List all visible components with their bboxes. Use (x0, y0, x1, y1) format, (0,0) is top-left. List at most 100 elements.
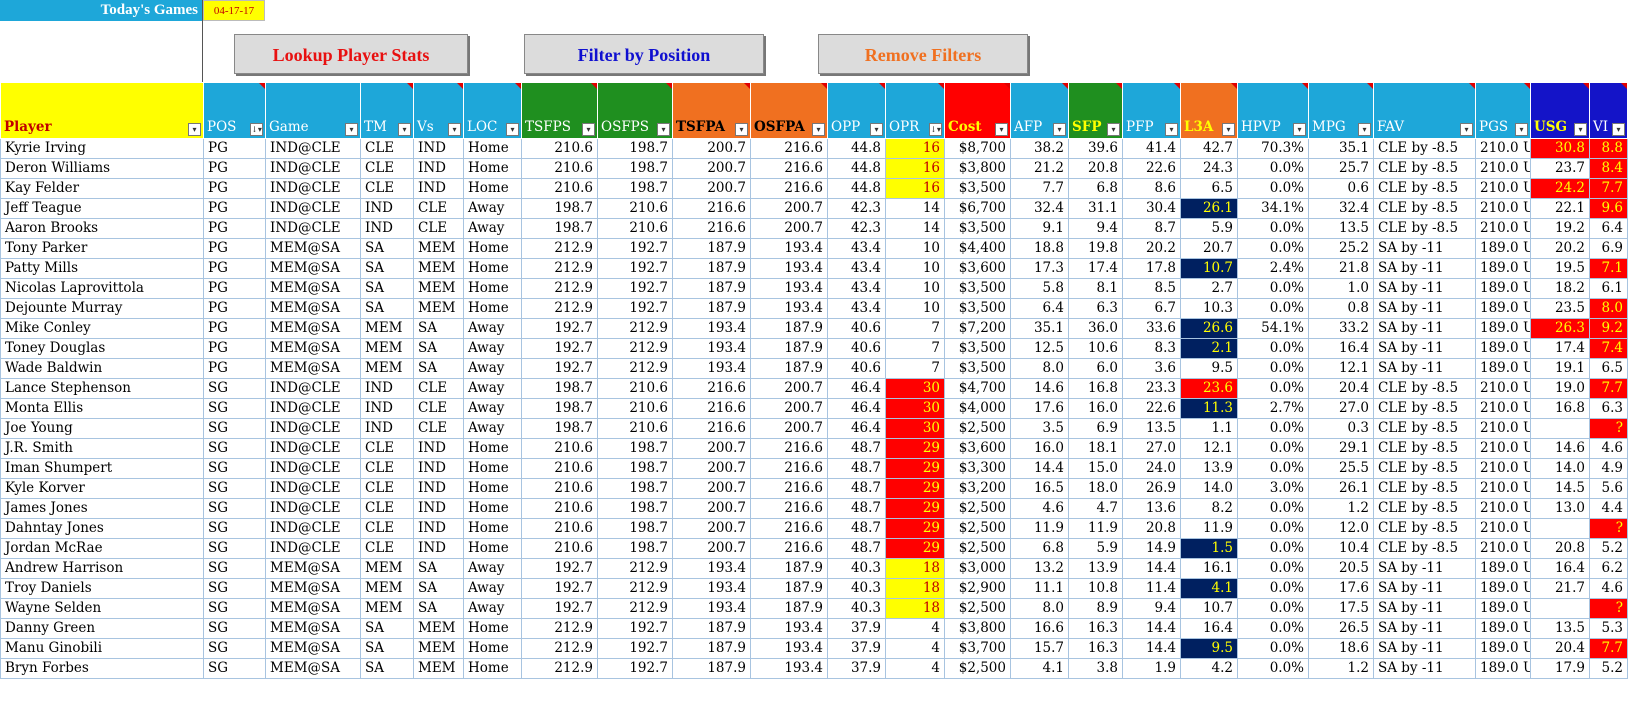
cell-fav[interactable]: CLE by -8.5 (1373, 158, 1476, 179)
cell-loc[interactable]: Away (463, 598, 522, 619)
cell-fav[interactable]: CLE by -8.5 (1373, 438, 1476, 459)
cell-vs[interactable]: SA (413, 318, 464, 339)
cell-hpvp[interactable]: 0.0% (1237, 558, 1309, 579)
cell-opp[interactable]: 46.4 (827, 398, 886, 419)
cell-game[interactable]: IND@CLE (265, 478, 361, 499)
cell-tm[interactable]: IND (360, 418, 414, 439)
cell-tm[interactable]: MEM (360, 318, 414, 339)
cell-opr[interactable]: 7 (885, 358, 945, 379)
cell-player[interactable]: James Jones (0, 498, 204, 519)
cell-osfpa[interactable]: 187.9 (750, 598, 828, 619)
cell-afp[interactable]: 6.4 (1010, 298, 1069, 319)
cell-opr[interactable]: 29 (885, 498, 945, 519)
cell-loc[interactable]: Home (463, 458, 522, 479)
cell-usg[interactable]: 14.5 (1530, 478, 1590, 499)
cell-mpg[interactable]: 27.0 (1308, 398, 1374, 419)
cell-l3a[interactable]: 9.5 (1180, 638, 1238, 659)
cell-sfp[interactable]: 16.0 (1068, 398, 1123, 419)
cell-vi[interactable]: 5.6 (1589, 478, 1628, 499)
cell-vs[interactable]: SA (413, 598, 464, 619)
cell-game[interactable]: MEM@SA (265, 558, 361, 579)
cell-loc[interactable]: Home (463, 638, 522, 659)
cell-tm[interactable]: SA (360, 258, 414, 279)
cell-tm[interactable]: CLE (360, 498, 414, 519)
cell-fav[interactable]: SA by -11 (1373, 658, 1476, 679)
cell-afp[interactable]: 8.0 (1010, 598, 1069, 619)
cell-hpvp[interactable]: 0.0% (1237, 178, 1309, 199)
cell-fav[interactable]: CLE by -8.5 (1373, 198, 1476, 219)
cell-l3a[interactable]: 24.3 (1180, 158, 1238, 179)
cell-vi[interactable]: 9.6 (1589, 198, 1628, 219)
cell-tsfpa[interactable]: 200.7 (672, 478, 751, 499)
cell-cost[interactable]: $3,500 (944, 298, 1011, 319)
cell-game[interactable]: IND@CLE (265, 438, 361, 459)
cell-tsfps[interactable]: 198.7 (521, 398, 598, 419)
cell-pfp[interactable]: 14.9 (1122, 538, 1181, 559)
cell-l3a[interactable]: 16.4 (1180, 618, 1238, 639)
cell-loc[interactable]: Home (463, 438, 522, 459)
cell-tsfpa[interactable]: 187.9 (672, 238, 751, 259)
cell-mpg[interactable]: 26.1 (1308, 478, 1374, 499)
cell-opr[interactable]: 16 (885, 138, 945, 159)
cell-sfp[interactable]: 8.9 (1068, 598, 1123, 619)
cell-osfpa[interactable]: 200.7 (750, 198, 828, 219)
cell-afp[interactable]: 7.7 (1010, 178, 1069, 199)
cell-player[interactable]: Nicolas Laprovittola (0, 278, 204, 299)
cell-l3a[interactable]: 26.6 (1180, 318, 1238, 339)
cell-vi[interactable]: 7.7 (1589, 178, 1628, 199)
column-header-opp[interactable]: OPP ▾ (827, 82, 886, 139)
cell-opr[interactable]: 30 (885, 418, 945, 439)
cell-mpg[interactable]: 10.4 (1308, 538, 1374, 559)
cell-player[interactable]: Troy Daniels (0, 578, 204, 599)
cell-pos[interactable]: SG (203, 618, 266, 639)
cell-osfpa[interactable]: 216.6 (750, 498, 828, 519)
cell-osfpa[interactable]: 200.7 (750, 378, 828, 399)
cell-usg[interactable]: 24.2 (1530, 178, 1590, 199)
cell-hpvp[interactable]: 0.0% (1237, 278, 1309, 299)
cell-loc[interactable]: Home (463, 138, 522, 159)
cell-fav[interactable]: SA by -11 (1373, 558, 1476, 579)
cell-tsfps[interactable]: 212.9 (521, 658, 598, 679)
cell-usg[interactable]: 23.7 (1530, 158, 1590, 179)
cell-opp[interactable]: 40.6 (827, 318, 886, 339)
cell-vs[interactable]: IND (413, 538, 464, 559)
cell-opr[interactable]: 18 (885, 598, 945, 619)
cell-tsfpa[interactable]: 200.7 (672, 498, 751, 519)
cell-tsfps[interactable]: 198.7 (521, 378, 598, 399)
cell-pfp[interactable]: 1.9 (1122, 658, 1181, 679)
cell-sfp[interactable]: 13.9 (1068, 558, 1123, 579)
cell-game[interactable]: IND@CLE (265, 158, 361, 179)
filter-dropdown-icon[interactable]: ▾ (1165, 123, 1178, 136)
cell-tsfpa[interactable]: 193.4 (672, 598, 751, 619)
cell-osfpa[interactable]: 193.4 (750, 258, 828, 279)
cell-pgs[interactable]: 189.0 U (1475, 578, 1531, 599)
cell-game[interactable]: IND@CLE (265, 458, 361, 479)
cell-pgs[interactable]: 189.0 U (1475, 358, 1531, 379)
filter-dropdown-icon[interactable]: ▾ (506, 123, 519, 136)
cell-tsfps[interactable]: 192.7 (521, 578, 598, 599)
cell-osfpa[interactable]: 187.9 (750, 338, 828, 359)
cell-sfp[interactable]: 10.8 (1068, 578, 1123, 599)
cell-player[interactable]: Monta Ellis (0, 398, 204, 419)
cell-opp[interactable]: 37.9 (827, 658, 886, 679)
cell-osfpa[interactable]: 187.9 (750, 578, 828, 599)
cell-usg[interactable]: 22.1 (1530, 198, 1590, 219)
filter-dropdown-icon[interactable]: ▾ (1460, 123, 1473, 136)
cell-usg[interactable]: 16.4 (1530, 558, 1590, 579)
cell-pgs[interactable]: 210.0 U (1475, 218, 1531, 239)
cell-pfp[interactable]: 23.3 (1122, 378, 1181, 399)
cell-tsfpa[interactable]: 187.9 (672, 258, 751, 279)
cell-vs[interactable]: CLE (413, 418, 464, 439)
cell-l3a[interactable]: 13.9 (1180, 458, 1238, 479)
cell-hpvp[interactable]: 0.0% (1237, 378, 1309, 399)
cell-tsfps[interactable]: 212.9 (521, 298, 598, 319)
cell-game[interactable]: MEM@SA (265, 278, 361, 299)
cell-fav[interactable]: CLE by -8.5 (1373, 398, 1476, 419)
cell-vi[interactable]: 7.1 (1589, 258, 1628, 279)
cell-pos[interactable]: SG (203, 418, 266, 439)
cell-tsfps[interactable]: 192.7 (521, 598, 598, 619)
cell-pgs[interactable]: 210.0 U (1475, 398, 1531, 419)
cell-usg[interactable]: 20.2 (1530, 238, 1590, 259)
cell-vs[interactable]: CLE (413, 218, 464, 239)
cell-game[interactable]: IND@CLE (265, 498, 361, 519)
